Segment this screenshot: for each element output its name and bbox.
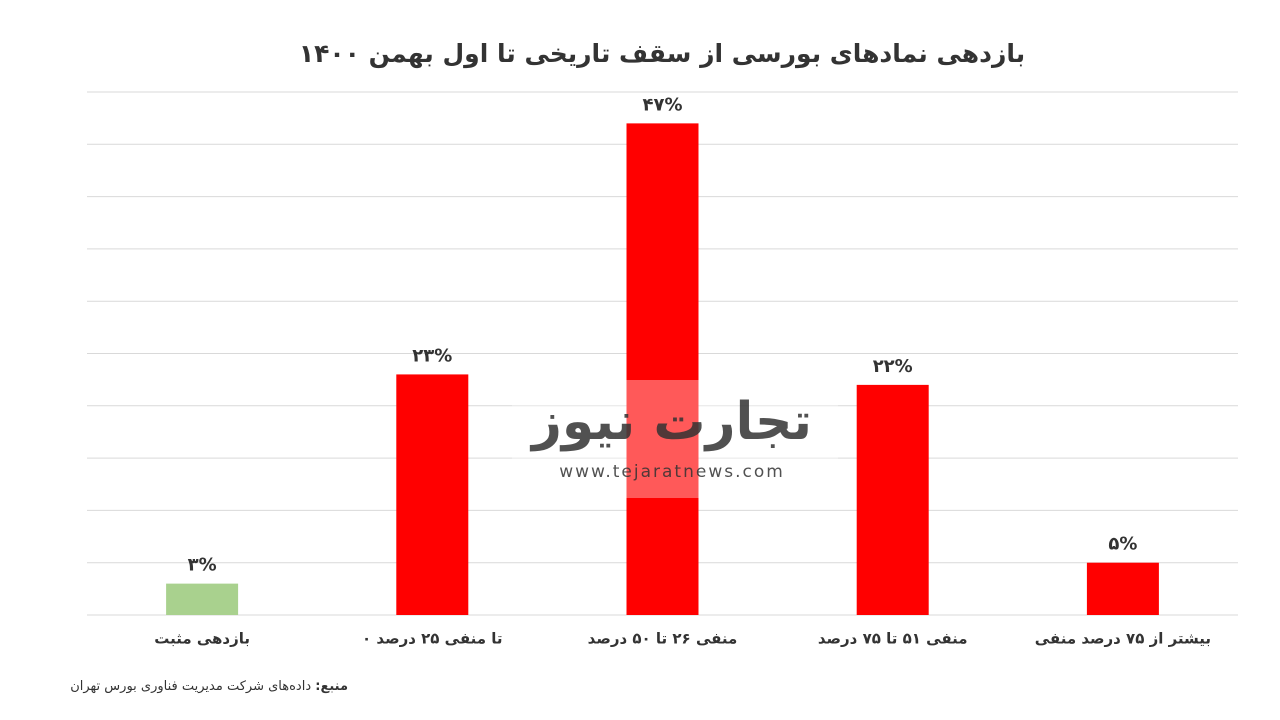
bar bbox=[166, 583, 239, 615]
plot-area: ۳% بازدهی مثبت ۲۳% ۰ تا منفی ۲۵ درصد ۴۷% منفی… bbox=[87, 91, 1238, 648]
watermark-url: www.tejaratnews.com bbox=[559, 462, 785, 482]
x-tick-label: ۰ تا منفی ۲۵ درصد bbox=[362, 630, 503, 648]
watermark-brand: تجارت نیوز bbox=[529, 392, 812, 452]
x-tick-label: بیشتر از ۷۵ درصد منفی bbox=[1035, 630, 1211, 648]
watermark-box bbox=[512, 380, 838, 498]
data-label: ۳% bbox=[188, 555, 217, 576]
data-label: ۲۳% bbox=[412, 345, 452, 366]
chart-title: بازدهی نمادهای بورسی از سقف تاریخی تا او… bbox=[299, 39, 1025, 69]
x-tick-label: بازدهی مثبت bbox=[154, 630, 250, 648]
data-label: ۲۲% bbox=[873, 356, 913, 377]
source-text: داده‌های شرکت مدیریت فناوری بورس تهران bbox=[70, 679, 311, 694]
data-label: ۵% bbox=[1108, 534, 1137, 555]
bar bbox=[626, 123, 699, 615]
source-label: منبع: bbox=[315, 679, 348, 694]
bar bbox=[856, 384, 929, 615]
x-tick-label: منفی ۵۱ تا ۷۵ درصد bbox=[818, 630, 968, 648]
bar bbox=[1086, 562, 1159, 615]
bar bbox=[396, 374, 469, 615]
x-tick-label: منفی ۲۶ تا ۵۰ درصد bbox=[588, 630, 738, 648]
source: منبع: داده‌های شرکت مدیریت فناوری بورس ت… bbox=[70, 679, 348, 694]
data-label: ۴۷% bbox=[642, 94, 682, 115]
